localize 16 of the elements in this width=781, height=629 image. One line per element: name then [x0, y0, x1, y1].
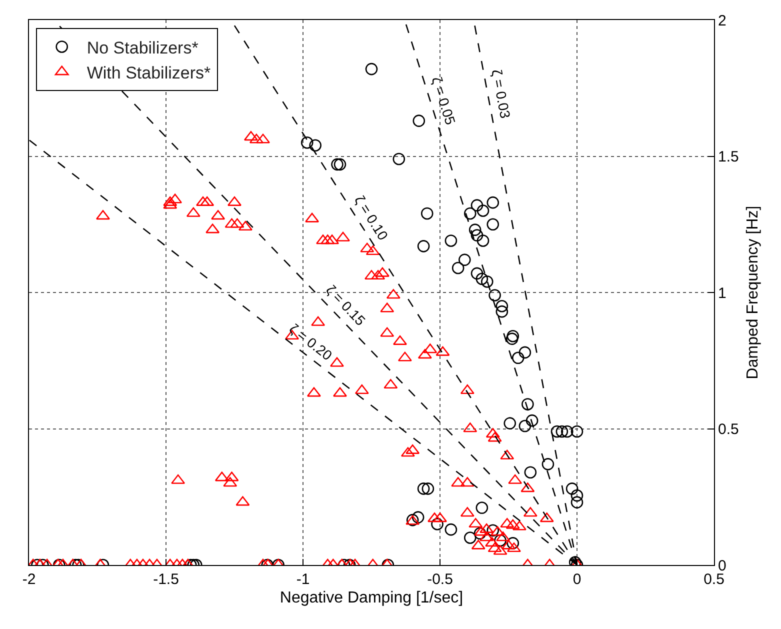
annotation: ζ = 0.03: [488, 68, 514, 120]
annotation: ζ = 0.05: [428, 74, 459, 127]
y-tick-label: 0.5: [718, 421, 739, 438]
y-tick-label: 0: [718, 557, 726, 574]
x-tick-label: 0: [572, 571, 582, 588]
x-tick-label: -1.5: [153, 571, 179, 588]
y-tick-label: 1: [718, 284, 726, 302]
x-tick-label: -1: [296, 571, 310, 588]
legend-label: No Stabilizers*: [86, 38, 199, 58]
y-tick-label: 1.5: [718, 148, 739, 166]
y-tick-label: 2: [718, 12, 726, 30]
legend-label: With Stabilizers*: [86, 63, 211, 82]
x-tick-label: -2: [22, 571, 36, 588]
y-axis-title: Damped Frequency [Hz]: [744, 206, 762, 380]
x-axis-title: Negative Damping [1/sec]: [280, 590, 464, 607]
x-tick-label: -0.5: [427, 571, 453, 588]
